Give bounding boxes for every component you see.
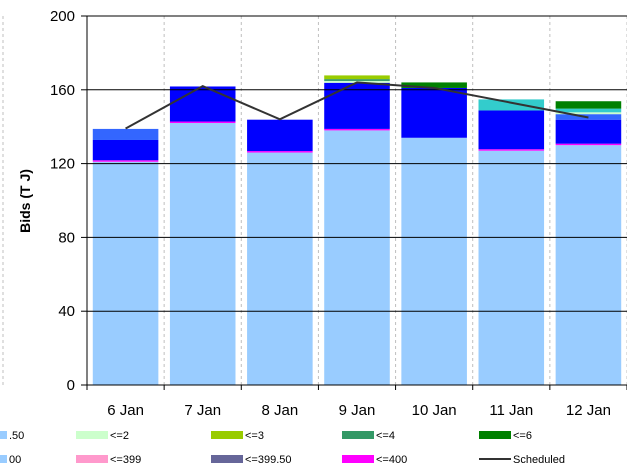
legend-swatch [76, 431, 108, 439]
x-tick-label: 12 Jan [566, 402, 611, 419]
bars [92, 75, 622, 385]
legend-label: <=4 [376, 430, 395, 442]
y-tick-label: 0 [67, 377, 75, 394]
grid [2, 15, 627, 386]
bar-segment [555, 101, 622, 109]
bar-segment [92, 161, 159, 385]
x-tick-label: 6 Jan [107, 402, 144, 419]
legend-swatch [211, 455, 243, 463]
bar-segment [324, 82, 390, 129]
bar-segment [324, 128, 390, 131]
legend-label: <=3 [245, 430, 264, 442]
bar-segment [401, 87, 467, 138]
legend-item: 00 [0, 454, 21, 466]
x-tick-label: 8 Jan [262, 402, 299, 419]
bar-segment [478, 99, 545, 111]
bar-segment [555, 112, 622, 115]
legend-item: <=400 [342, 454, 407, 466]
bar-segment [92, 128, 159, 140]
bar-segment [247, 151, 313, 153]
bar-segment [92, 139, 159, 161]
y-tick-label: 120 [50, 156, 75, 173]
bar-segment [478, 150, 545, 385]
legend-item: <=2 [76, 430, 129, 442]
bar-segment [555, 108, 622, 113]
scheduled-line [125, 81, 589, 130]
legend-item: <=3 [211, 430, 264, 442]
bar-segment [92, 160, 159, 162]
bar-segment [555, 145, 622, 385]
x-tick-labels: 6 Jan 7 Jan 8 Jan 9 Jan 10 Jan 11 Jan 12 Jan [107, 402, 611, 419]
axes [81, 15, 627, 390]
legend-swatch [342, 455, 374, 463]
legend-swatch [76, 455, 108, 463]
x-tick-label: 9 Jan [339, 402, 376, 419]
y-tick-label: 160 [50, 82, 75, 99]
y-tick-label: 200 [50, 8, 75, 25]
legend-label: <=400 [376, 454, 407, 466]
bar-segment [324, 75, 390, 80]
scheduled-line-layer [125, 81, 589, 130]
legend-swatch [342, 431, 374, 439]
bar-segment [555, 143, 622, 146]
y-axis-label: Bids (T J) [17, 169, 33, 233]
legend-item: <=6 [479, 430, 532, 442]
bar-segment [324, 79, 390, 81]
bar-segment [169, 121, 236, 124]
legend-label: <=2 [110, 430, 129, 442]
legend-item: .50 [0, 430, 24, 442]
x-tick-label: 7 Jan [184, 402, 221, 419]
bar-segment [247, 119, 313, 152]
legend-swatch [211, 431, 243, 439]
legend-label: <=399 [110, 454, 141, 466]
x-tick-label: 10 Jan [412, 402, 457, 419]
y-tick-labels: 0 40 80 120 160 200 [50, 8, 75, 394]
y-tick-label: 80 [58, 229, 75, 246]
legend-label: <=6 [513, 430, 532, 442]
bar-segment [478, 149, 545, 151]
bar-segment [324, 130, 390, 385]
bar-segment [555, 119, 622, 144]
legend-swatch [479, 431, 511, 439]
y-tick-label: 40 [58, 303, 75, 320]
bar-segment [247, 152, 313, 385]
legend-item: <=399.50 [211, 454, 292, 466]
legend-item: Scheduled [479, 454, 565, 466]
legend-label: <=399.50 [245, 454, 292, 466]
legend-swatch [0, 455, 7, 463]
bar-segment [169, 86, 236, 122]
x-tick-label: 11 Jan [489, 402, 533, 419]
legend-label: .50 [9, 430, 24, 442]
bar-segment [401, 137, 467, 385]
legend-label: 00 [9, 454, 21, 466]
legend-item: <=4 [342, 430, 395, 442]
legend: .50 <=2 <=3 <=4 <=6 00 <=399 <=399.50 <=400 Sched… [0, 430, 565, 466]
legend-label: Scheduled [513, 454, 565, 466]
bar-segment [169, 123, 236, 385]
legend-item: <=399 [76, 454, 141, 466]
bar-segment [478, 110, 545, 150]
bar-segment [401, 82, 467, 88]
legend-swatch [0, 431, 7, 439]
